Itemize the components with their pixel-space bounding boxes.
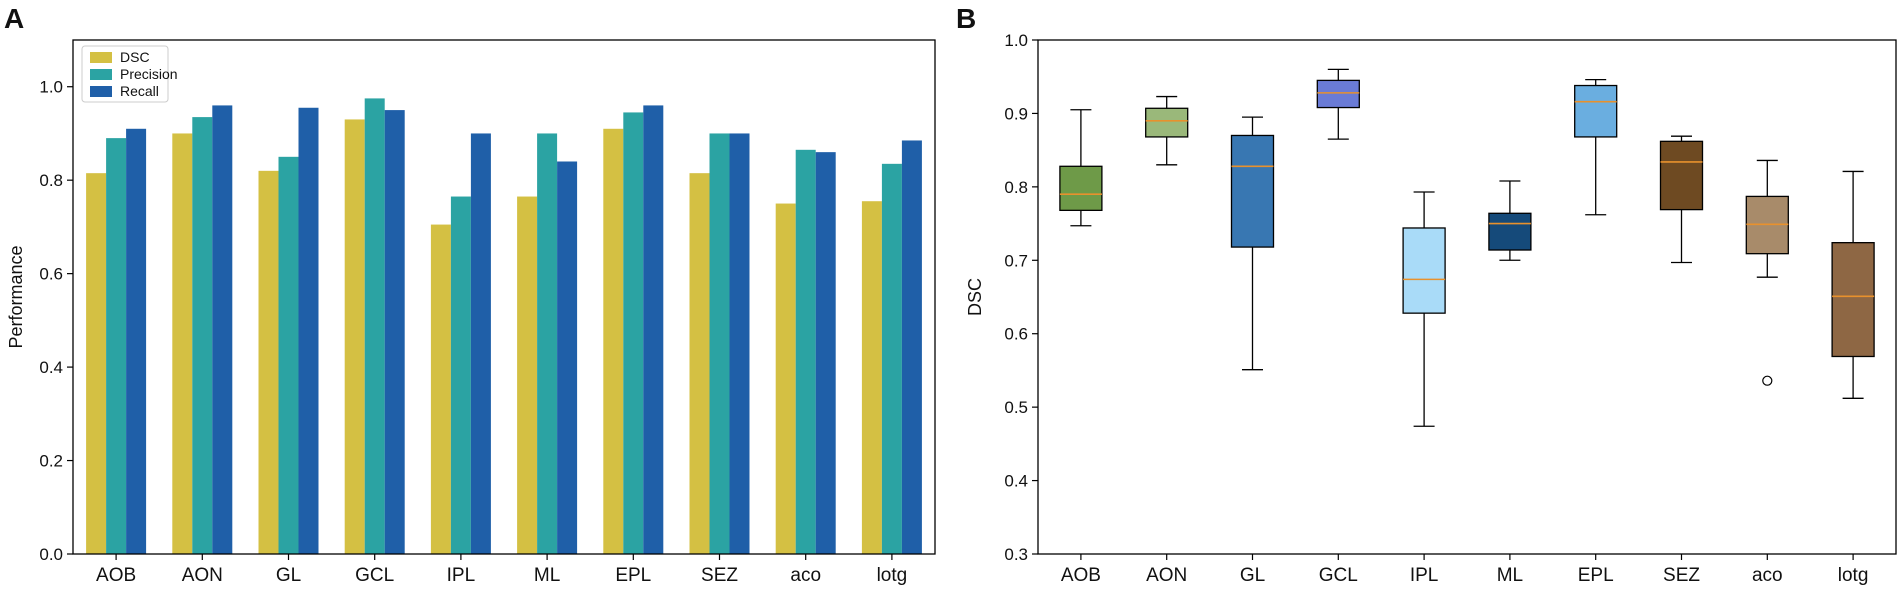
box-ml xyxy=(1488,212,1532,251)
panel-a-x-tick-label: EPL xyxy=(615,565,651,586)
panel-a-x-tick-label: GL xyxy=(276,565,301,586)
panel-a-y-tick-label: 0.4 xyxy=(39,358,63,377)
panel-a-x-tick-label: GCL xyxy=(355,565,394,586)
panel-a-y-tick-label: 1.0 xyxy=(39,78,63,97)
panel-b-x-tick-label: lotg xyxy=(1838,565,1869,586)
bar-recall-gl xyxy=(298,107,319,554)
bar-recall-ml xyxy=(557,161,578,554)
panel-a-frame xyxy=(72,39,936,555)
panel-a-x-tick-label: AOB xyxy=(96,565,136,586)
bar-dsc-gl xyxy=(258,170,279,554)
panel-a-x-tick-label: IPL xyxy=(447,565,476,586)
panel-a-y-axis-label: Performance xyxy=(6,245,26,348)
legend-swatch-recall xyxy=(90,86,112,97)
panel-b-y-tick-label: 0.5 xyxy=(1004,398,1028,417)
panel-b-y-tick-label: 0.7 xyxy=(1004,251,1028,270)
bar-recall-aon xyxy=(212,105,233,554)
box-epl xyxy=(1574,84,1618,138)
panel-a-x-tick-label: ML xyxy=(534,565,560,586)
box-ipl xyxy=(1402,227,1446,314)
bar-dsc-aco xyxy=(775,203,796,554)
panel-b-x-tick-label: GCL xyxy=(1319,565,1358,586)
panel-a-x-tick-label: lotg xyxy=(877,565,908,586)
panel-b-x-tick-label: AOB xyxy=(1061,565,1101,586)
box-sez xyxy=(1659,140,1704,211)
panel-a-y-tick-label: 0.6 xyxy=(39,265,63,284)
panel-b-y-tick-label: 1.0 xyxy=(1004,31,1028,50)
bar-recall-gcl xyxy=(384,110,405,554)
bar-recall-aco xyxy=(815,152,836,555)
panel-a-x-tick-label: AON xyxy=(182,565,223,586)
box-lotg xyxy=(1831,242,1875,358)
panel-b-y-tick-label: 0.6 xyxy=(1004,325,1028,344)
panel-b-x-tick-label: SEZ xyxy=(1663,565,1700,586)
legend-swatch-dsc xyxy=(90,52,112,63)
box-gl xyxy=(1230,134,1275,248)
legend-label-dsc: DSC xyxy=(120,49,150,65)
bar-precision-sez xyxy=(709,133,730,555)
legend-label-recall: Recall xyxy=(120,83,159,99)
panel-a-x-tick-label: aco xyxy=(790,565,821,586)
bar-dsc-ml xyxy=(517,196,538,554)
panel-a-y-tick-label: 0.2 xyxy=(39,452,63,471)
bar-precision-ml xyxy=(537,133,558,555)
bar-precision-gcl xyxy=(364,98,385,554)
panel-b-y-tick-label: 0.3 xyxy=(1004,545,1028,564)
legend-label-precision: Precision xyxy=(120,66,178,82)
panel-b-x-tick-label: ML xyxy=(1497,565,1523,586)
panel-a-y-tick-label: 0.0 xyxy=(39,545,63,564)
bar-dsc-lotg xyxy=(861,201,882,554)
panel-b-box-plot: B 0.3 0.4 0.5 0.6 0.7 0.8 0.9 1.0 AOB AON GL GCL IPL… xyxy=(956,3,1897,586)
bar-dsc-gcl xyxy=(344,119,365,554)
panel-a-bar-chart: A 0.0 0.2 0.4 0.6 0.8 1.0 AOB AON GL GCL IPL ML EPL S… xyxy=(4,3,936,586)
bar-dsc-aon xyxy=(172,133,193,555)
legend-swatch-precision xyxy=(90,69,112,80)
bar-recall-epl xyxy=(643,105,664,554)
bar-dsc-aob xyxy=(86,173,107,554)
panel-b-letter: B xyxy=(956,3,976,34)
bar-precision-aon xyxy=(192,117,213,554)
bar-recall-ipl xyxy=(470,133,491,555)
panel-b-frame xyxy=(1037,39,1897,555)
bar-recall-sez xyxy=(729,133,750,555)
box-gcl xyxy=(1316,79,1360,109)
bar-precision-epl xyxy=(623,112,644,554)
panel-b-x-tick-label: GL xyxy=(1240,565,1265,586)
bar-precision-gl xyxy=(278,156,299,554)
panel-b-x-tick-label: IPL xyxy=(1410,565,1439,586)
panel-b-y-tick-label: 0.9 xyxy=(1004,104,1028,123)
panel-a-y-tick-label: 0.8 xyxy=(39,171,63,190)
outlier-aco xyxy=(1762,375,1773,386)
box-aon xyxy=(1145,107,1189,138)
panel-b-y-axis-label: DSC xyxy=(965,278,985,316)
bar-dsc-epl xyxy=(603,128,624,555)
bar-recall-aob xyxy=(126,128,147,555)
bar-dsc-sez xyxy=(689,173,710,554)
panel-b-x-tick-label: AON xyxy=(1146,565,1187,586)
panel-b-x-tick-label: EPL xyxy=(1578,565,1614,586)
box-aob xyxy=(1059,165,1103,212)
panel-b-x-tick-label: aco xyxy=(1752,565,1783,586)
bar-precision-ipl xyxy=(450,196,471,554)
bar-precision-aco xyxy=(795,149,816,555)
panel-b-y-tick-label: 0.4 xyxy=(1004,472,1028,491)
bar-precision-aob xyxy=(106,138,127,555)
panel-b-y-tick-label: 0.8 xyxy=(1004,178,1028,197)
panel-a-letter: A xyxy=(4,3,24,34)
bar-recall-lotg xyxy=(901,140,922,555)
bar-precision-lotg xyxy=(881,163,902,554)
panel-a-x-tick-label: SEZ xyxy=(701,565,738,586)
bar-dsc-ipl xyxy=(430,224,451,554)
